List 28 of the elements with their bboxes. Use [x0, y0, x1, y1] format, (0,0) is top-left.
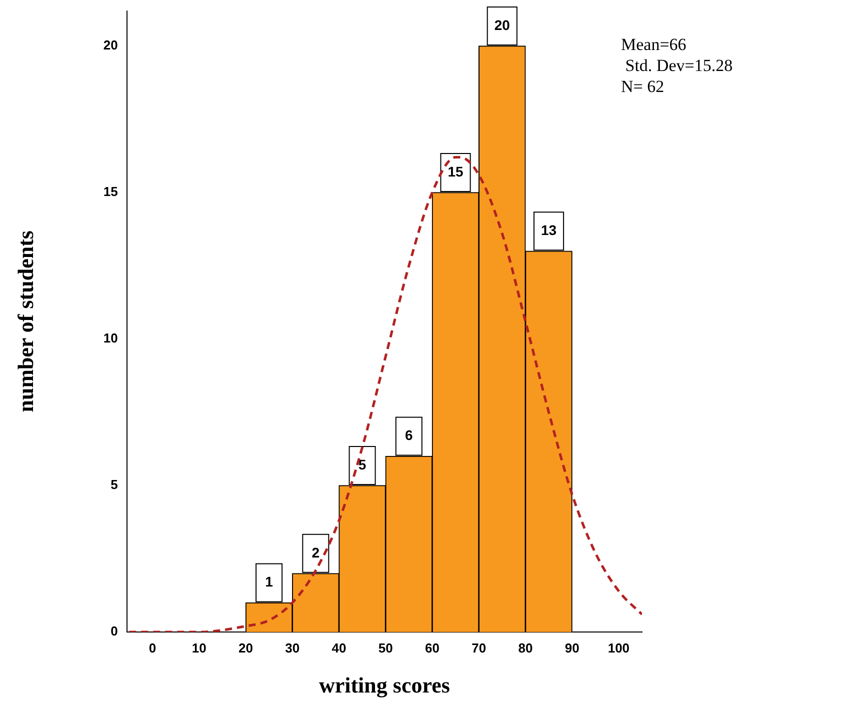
y-tick-label: 20: [103, 38, 118, 53]
y-tick-label: 5: [110, 477, 118, 492]
data-label: 20: [494, 16, 510, 33]
annotation: Mean=66: [621, 34, 688, 55]
x-tick-label: 60: [424, 640, 440, 656]
annotation: Std. Dev=15.28: [624, 55, 733, 76]
y-tick-label: 0: [110, 624, 118, 639]
y-axis-title: number of students: [12, 230, 38, 412]
x-tick-label: 30: [285, 640, 300, 656]
x-tick-label: 80: [518, 640, 533, 656]
data-label: 2: [312, 544, 320, 560]
x-axis-title: writing scores: [318, 672, 450, 698]
y-tick-label: 10: [103, 330, 118, 346]
x-tick-label: 70: [472, 640, 486, 656]
x-tick-label: 100: [608, 640, 630, 656]
y-tick-label: 15: [103, 184, 118, 200]
annotation: N= 62: [621, 76, 666, 97]
data-label: 1: [265, 574, 274, 590]
x-tick-label: 40: [332, 640, 346, 656]
x-tick-label: 0: [148, 640, 156, 656]
data-label: 5: [358, 456, 366, 472]
x-tick-label: 20: [238, 640, 253, 656]
x-tick-label: 50: [378, 640, 393, 656]
data-label: 6: [405, 427, 414, 444]
x-tick-label: 10: [192, 640, 206, 656]
x-tick-label: 90: [564, 640, 580, 656]
data-label: 15: [448, 163, 464, 180]
data-label: 13: [540, 222, 557, 238]
